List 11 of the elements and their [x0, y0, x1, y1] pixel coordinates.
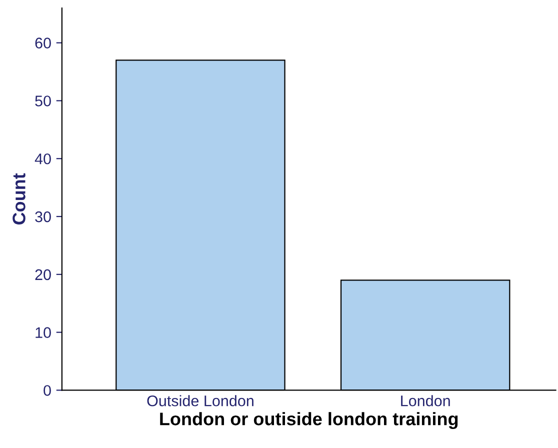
x-axis-title: London or outiside london training	[160, 412, 458, 429]
y-tick-label: 20	[35, 269, 51, 280]
y-tick-label: 10	[36, 327, 51, 338]
x-tick-label: London	[401, 395, 450, 406]
x-tick-label: Outside London	[147, 395, 254, 406]
y-tick-label: 40	[34, 153, 51, 164]
y-tick-label: 50	[35, 96, 51, 106]
y-tick-label: 60	[35, 38, 51, 48]
y-tick-label: 0	[44, 385, 51, 396]
y-axis-title: Count	[12, 173, 26, 224]
y-tick-label: 30	[35, 211, 51, 222]
